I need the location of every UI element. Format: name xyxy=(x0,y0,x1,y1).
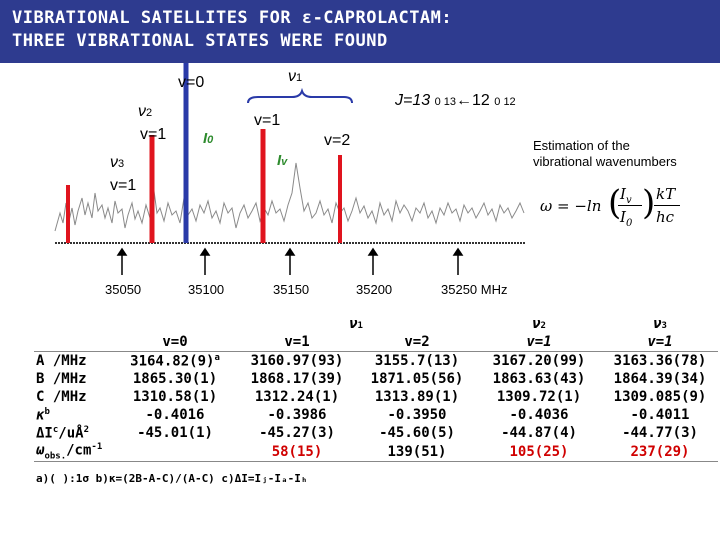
page-title-line1: VIBRATIONAL SATELLITES FOR ε-CAPROLACTAM… xyxy=(12,8,453,28)
group-nu3: ν3 xyxy=(653,316,667,332)
col-header-row: v=0 v=1 v=2 v=1 v=1 xyxy=(34,333,718,352)
nu1-brace xyxy=(247,87,353,104)
cell: 105(25) xyxy=(476,442,602,463)
frac-den: I0 xyxy=(620,208,633,229)
spectrum-noise-trace xyxy=(54,162,525,232)
cell: 237(29) xyxy=(602,442,718,463)
cell: 1309.085(9) xyxy=(613,389,707,405)
k-bar xyxy=(654,205,680,206)
col-header: v=2 xyxy=(404,334,430,350)
row-label: ΔIc/uÅ2 xyxy=(36,424,89,442)
row-label: C /MHz xyxy=(36,389,87,405)
cell: -45.27(3) xyxy=(259,425,335,441)
frequency-ticks xyxy=(116,247,464,275)
estimation-note: Estimation of the vibrational wavenumber… xyxy=(533,138,677,169)
label-transition: J=13 0 13←12 0 12 xyxy=(395,92,516,109)
cell: -0.3950 xyxy=(387,407,447,423)
cell: 1313.89(1) xyxy=(374,389,460,405)
spectrum-plot xyxy=(54,63,525,275)
group-header-row: ν1 ν2 ν3 xyxy=(34,315,718,333)
frac-bar xyxy=(618,205,642,206)
table-row: ωobs./cm-1 58(15) 139(51) 105(25) 237(29… xyxy=(34,442,718,463)
paren-left: ( xyxy=(608,183,622,223)
freq-label-35250: 35250 MHz xyxy=(441,282,508,297)
page-title-line2: THREE VIBRATIONAL STATES WERE FOUND xyxy=(12,31,388,51)
cell: 1865.30(1) xyxy=(132,371,218,387)
cell: 1310.58(1) xyxy=(132,389,218,405)
cell: 1868.17(39) xyxy=(250,371,344,387)
cell: 139(51) xyxy=(358,442,476,463)
cell: 3164.82(9)a xyxy=(130,352,220,370)
cell: 1871.05(56) xyxy=(370,371,464,387)
label-nu2-state: v=1 xyxy=(140,126,167,143)
freq-label-35100: 35100 xyxy=(188,282,225,297)
parameter-table: ν1 ν2 ν3 v=0 v=1 v=2 v=1 v=1 A /MHz 3164… xyxy=(34,315,718,463)
label-nu1: ν1 xyxy=(288,68,303,85)
cell: -0.4016 xyxy=(145,407,205,423)
cell: -0.3986 xyxy=(267,407,327,423)
label-nu2: ν2 xyxy=(138,103,153,120)
title-bar: VIBRATIONAL SATELLITES FOR ε-CAPROLACTAM… xyxy=(0,0,720,63)
freq-label-35150: 35150 xyxy=(273,282,310,297)
cell: 1309.72(1) xyxy=(496,389,582,405)
row-label: ωobs./cm-1 xyxy=(34,442,114,463)
table-footnote: a)( ):1σ b)κ=(2B-A-C)/(A-C) c)ΔI=Iⱼ-Iₐ-I… xyxy=(36,472,308,485)
cell: 3155.7(13) xyxy=(374,353,460,369)
cell: 3160.97(93) xyxy=(250,353,344,369)
table-row: B /MHz 1865.30(1) 1868.17(39) 1871.05(56… xyxy=(34,370,718,388)
paren-right: ) xyxy=(642,183,656,223)
table-row: C /MHz 1310.58(1) 1312.24(1) 1313.89(1) … xyxy=(34,388,718,406)
cell: -45.60(5) xyxy=(379,425,455,441)
table-row: κb -0.4016 -0.3986 -0.3950 -0.4036 -0.40… xyxy=(34,406,718,424)
col-header: v=1 xyxy=(647,334,673,350)
freq-label-35050: 35050 xyxy=(105,282,142,297)
table-row: A /MHz 3164.82(9)a 3160.97(93) 3155.7(13… xyxy=(34,352,718,371)
group-nu1: ν1 xyxy=(349,316,363,332)
cell: 58(15) xyxy=(236,442,358,463)
cell: -44.77(3) xyxy=(622,425,698,441)
group-nu2: ν2 xyxy=(532,316,546,332)
cell: 1864.39(34) xyxy=(613,371,707,387)
label-nu1-v1: v=1 xyxy=(254,112,281,129)
label-nu3-state: v=1 xyxy=(110,177,137,194)
frac-num: Iv xyxy=(620,185,632,206)
cell: -44.87(4) xyxy=(501,425,577,441)
row-label: B /MHz xyxy=(36,371,87,387)
cell: -0.4036 xyxy=(509,407,569,423)
label-nu1-v2: v=2 xyxy=(324,132,351,149)
label-i0: I0 xyxy=(203,130,214,147)
cell: 1312.24(1) xyxy=(254,389,340,405)
col-header: v=0 xyxy=(162,334,188,350)
freq-label-35200: 35200 xyxy=(356,282,393,297)
cell: -45.01(1) xyxy=(137,425,213,441)
cell: 3167.20(99) xyxy=(492,353,586,369)
cell xyxy=(114,442,236,463)
row-label: κb xyxy=(36,406,50,424)
row-label: A /MHz xyxy=(36,353,87,369)
label-iv: Iv xyxy=(277,152,288,169)
label-v0: v=0 xyxy=(178,74,205,91)
table-row: ΔIc/uÅ2 -45.01(1) -45.27(3) -45.60(5) -4… xyxy=(34,424,718,442)
cell: -0.4011 xyxy=(630,407,690,423)
cell: 1863.63(43) xyxy=(492,371,586,387)
col-header: v=1 xyxy=(526,334,552,350)
col-header: v=1 xyxy=(284,334,310,350)
k-num: kT xyxy=(656,185,676,203)
k-den: hc xyxy=(656,208,675,226)
label-nu3: ν3 xyxy=(110,154,125,171)
cell: 3163.36(78) xyxy=(613,353,707,369)
